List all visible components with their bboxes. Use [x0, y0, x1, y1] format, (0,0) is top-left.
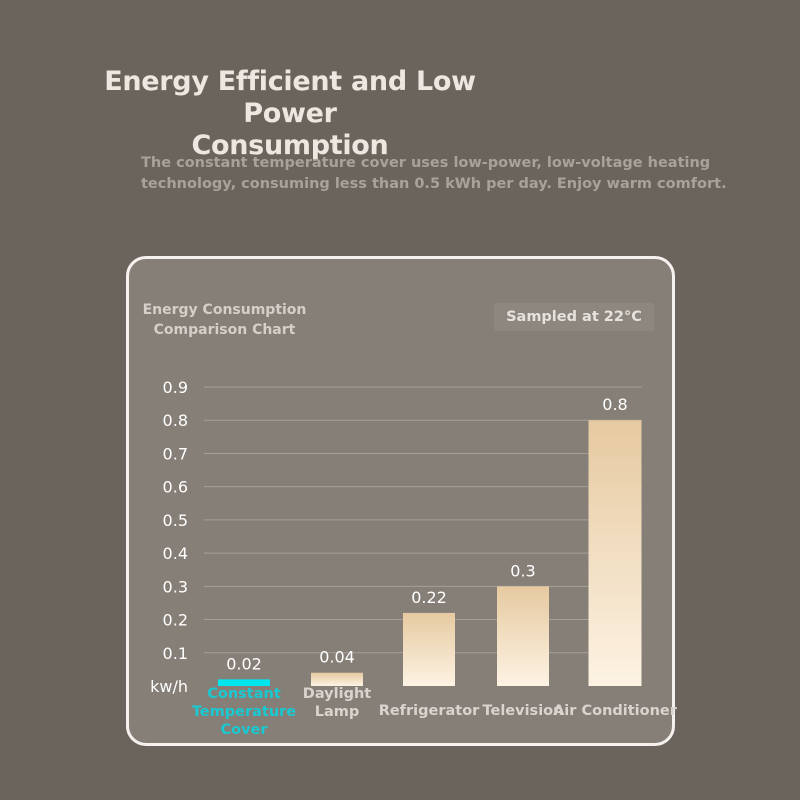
category-label: Constant Temperature Cover	[192, 686, 296, 738]
chart-card	[126, 256, 675, 746]
bars	[218, 420, 642, 686]
y-tick-label: 0.5	[163, 511, 188, 530]
chart-title-line-2: Comparison Chart	[153, 322, 296, 338]
category-label: Television	[483, 703, 564, 719]
y-tick-label: 0.7	[163, 444, 188, 463]
y-tick-label: 0.6	[163, 478, 188, 497]
headline-line-1: Energy Efficient and Low Power	[104, 66, 476, 129]
category-label: Air Conditioner	[553, 703, 678, 719]
y-axis-unit-label: kw/h	[150, 677, 188, 696]
bar	[588, 420, 642, 686]
bar	[311, 672, 363, 686]
bar-value-label: 0.3	[510, 561, 535, 580]
sample-condition-badge: Sampled at 22°C	[494, 303, 654, 331]
bar	[403, 612, 455, 686]
page-headline: Energy Efficient and Low Power Consumpti…	[70, 66, 510, 162]
category-label-line: Refrigerator	[379, 703, 480, 719]
y-tick-label: 0.3	[163, 577, 188, 596]
y-tick-label: 0.1	[163, 644, 188, 663]
y-tick-label: 0.4	[163, 544, 188, 563]
bar-value-label: 0.22	[411, 588, 447, 607]
category-label-line: Television	[483, 703, 564, 719]
bar-labels: 0.02 Constant Temperature Cover 0.04 Daylight…	[192, 395, 678, 738]
bar-value-label: 0.02	[226, 654, 262, 673]
y-tick-label: 0.2	[163, 611, 188, 630]
headline-line-2: Consumption	[191, 130, 389, 161]
category-label-line: Constant	[207, 686, 281, 702]
bar	[497, 586, 549, 686]
description-text: The constant temperature cover uses low-…	[141, 155, 727, 192]
category-label-line: Air Conditioner	[553, 703, 678, 719]
category-label-line: Daylight	[303, 686, 371, 702]
category-label: Daylight Lamp	[303, 686, 371, 720]
y-tick-label: 0.8	[163, 411, 188, 430]
category-label: Refrigerator	[379, 703, 480, 719]
chart-title-line-1: Energy Consumption	[142, 302, 307, 318]
category-label-line: Cover	[220, 722, 268, 738]
y-tick-label: 0.9	[163, 378, 188, 397]
chart-title: Energy Consumption Comparison Chart	[142, 300, 307, 340]
category-label-line: Lamp	[315, 704, 360, 720]
bar-value-label: 0.04	[319, 648, 355, 667]
category-label-line: Temperature	[192, 704, 296, 720]
bar-value-label: 0.8	[602, 395, 627, 414]
y-axis-ticks: 0.1 0.2 0.3 0.4 0.5 0.6 0.7 0.8 0.9 kw/h	[150, 378, 188, 696]
bar	[218, 679, 270, 686]
